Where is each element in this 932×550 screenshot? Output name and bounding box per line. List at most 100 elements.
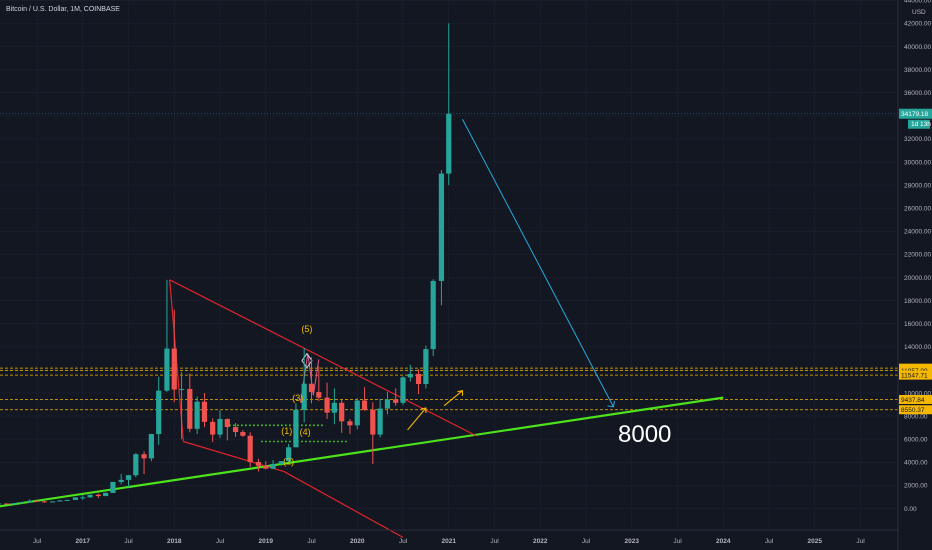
channel-lower-line-extension	[283, 471, 404, 538]
candle-body	[384, 399, 391, 409]
candle-body	[125, 475, 132, 480]
time-tick-label: Jul	[399, 538, 408, 545]
candle-body	[370, 409, 376, 435]
chart-title: Bitcoin / U.S. Dollar, 1M, COINBASE	[6, 6, 120, 13]
level-price-tag-label: 11547.71	[901, 373, 928, 380]
small-up-arrow	[407, 407, 427, 431]
candle-body	[64, 499, 70, 501]
price-tick-label: 36000.00	[904, 90, 931, 97]
candle-body	[217, 418, 223, 435]
candle-body	[49, 501, 56, 503]
time-tick-label: Jul	[124, 538, 133, 545]
candle-body	[347, 421, 353, 426]
last-price-tag	[899, 108, 932, 119]
target-arrow-head	[607, 400, 615, 408]
candle-body	[87, 494, 93, 498]
candle-body	[255, 462, 262, 466]
candle-body	[164, 348, 170, 391]
candle-body	[393, 399, 399, 403]
time-tick-label: 2020	[350, 538, 365, 545]
candle-body	[156, 390, 162, 435]
level-price-tag[interactable]	[899, 370, 932, 380]
price-tick-label: 26000.00	[904, 206, 931, 213]
price-tick-label: 44000.00	[904, 0, 931, 5]
level-price-tag-label: 9437.84	[901, 397, 925, 404]
wave-label: (4)	[300, 427, 311, 437]
currency-label: USD	[912, 9, 926, 16]
price-tick-label: 40000.00	[904, 44, 931, 51]
last-price-tag-label: 34179.18	[901, 111, 928, 118]
price-tick-label: 10000.00	[904, 390, 931, 397]
candle-body	[354, 400, 360, 426]
price-tick-label: 14000.00	[904, 344, 931, 351]
time-tick-label: Jul	[765, 538, 774, 545]
time-tick-label: 2017	[76, 538, 91, 545]
countdown-tag	[908, 119, 930, 129]
small-up-arrow	[443, 390, 463, 407]
price-tick-label: 0.00	[904, 506, 917, 513]
time-tick-label: Jul	[673, 538, 682, 545]
candle-body	[232, 427, 239, 433]
countdown-tag-label: 1d 13h	[911, 121, 931, 128]
candle-body	[247, 435, 253, 463]
candle-body	[187, 388, 193, 429]
time-tick-label: Jul	[856, 538, 865, 545]
time-tick-label: 2021	[442, 538, 457, 545]
candle-body	[201, 401, 208, 422]
time-tick-label: 2018	[167, 538, 182, 545]
candle-body	[438, 173, 445, 281]
candle-body	[4, 503, 10, 505]
price-tick-label: 28000.00	[904, 182, 931, 189]
price-axis[interactable]: 0.00 2000.00 4000.00 6000.00 8000.00 10000.00…	[899, 0, 932, 513]
candle-body	[34, 500, 40, 502]
candle-body	[446, 113, 452, 174]
target-price-label: 8000	[618, 421, 671, 448]
price-tick-label: 6000.00	[904, 437, 928, 444]
level-price-tag[interactable]	[899, 365, 932, 375]
time-tick-label: Jul	[490, 538, 499, 545]
candle-body	[133, 454, 139, 476]
small-up-arrow-head	[420, 407, 427, 414]
candle-body	[286, 447, 292, 462]
candle-body	[339, 402, 345, 422]
candle-body	[240, 432, 246, 436]
candle-body	[210, 421, 216, 435]
price-tick-label: 2000.00	[904, 483, 928, 490]
wave-label: (5)	[301, 324, 312, 334]
price-tick-label: 38000.00	[904, 67, 931, 74]
level-price-tag[interactable]	[899, 394, 932, 404]
candle-body	[0, 503, 2, 505]
candle-body	[301, 383, 307, 410]
level-price-tag-label: 8550.37	[901, 407, 925, 414]
candle-body	[141, 454, 147, 459]
price-tick-label: 22000.00	[904, 252, 931, 259]
time-tick-label: Jul	[33, 538, 42, 545]
time-tick-label: 2025	[808, 538, 823, 545]
candle-body	[415, 373, 422, 384]
candle-body	[331, 402, 337, 413]
level-price-tag[interactable]	[899, 405, 932, 415]
wave-labels: (5) (3) (1) (4) (2)	[281, 324, 312, 467]
candle-body	[27, 500, 33, 503]
time-axis[interactable]: Jul 2017 Jul 2018 Jul 2019 Jul 2020 Jul 2021 Jul 20…	[33, 538, 865, 545]
candle-body	[423, 349, 429, 384]
candle-body	[95, 494, 101, 497]
time-tick-label: Jul	[307, 538, 316, 545]
support-trendline	[0, 396, 724, 508]
candle-body	[293, 409, 299, 448]
price-tick-label: 8000.00	[904, 413, 928, 420]
candle-body	[400, 377, 406, 403]
candle-body	[103, 492, 109, 497]
candle-body	[194, 401, 200, 429]
candle-body	[41, 501, 47, 503]
price-tick-label: 30000.00	[904, 159, 931, 166]
time-tick-label: Jul	[582, 538, 591, 545]
candle-body	[263, 465, 269, 469]
time-tick-label: 2024	[716, 538, 731, 545]
price-tick-label: 20000.00	[904, 275, 931, 282]
candle-body	[377, 408, 383, 435]
candle-body	[80, 497, 86, 499]
price-tick-label: 4000.00	[904, 460, 928, 467]
wave-label: (2)	[283, 457, 294, 467]
